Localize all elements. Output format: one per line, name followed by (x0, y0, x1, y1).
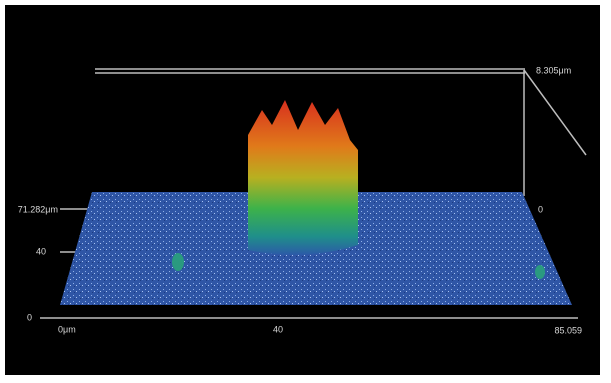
x-min-label: 0μm (58, 324, 76, 334)
x-mid-label: 40 (273, 324, 283, 334)
bump (535, 265, 545, 279)
peak (248, 100, 358, 255)
bump (172, 253, 184, 271)
y-max-label: 71.282μm (18, 204, 58, 214)
z-max-label: 8.305μm (536, 65, 571, 75)
z-min-label: 0 (538, 204, 543, 214)
x-max-label: 85.059 (554, 325, 582, 335)
frame-lines (40, 68, 587, 319)
y-min-label: 0 (27, 312, 32, 322)
y-mid-label: 40 (36, 246, 46, 256)
